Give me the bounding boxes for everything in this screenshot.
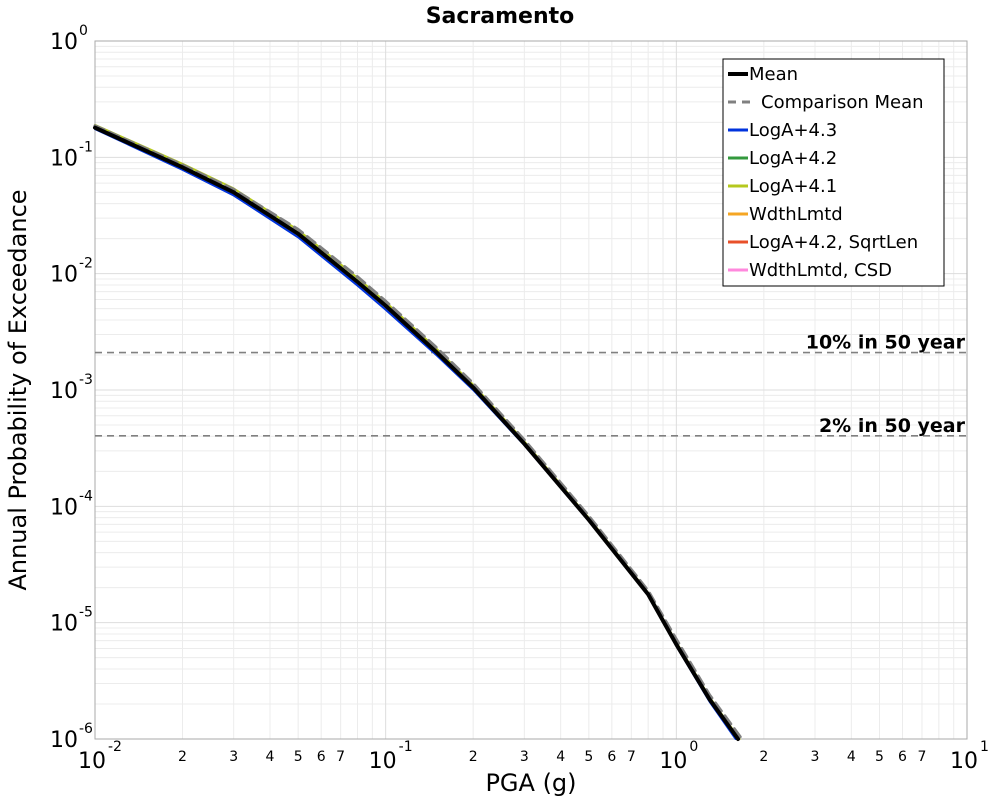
reference-lines: 10% in 50 year 2% in 50 year (95, 332, 967, 437)
x-minor-tick-label: 7 (627, 749, 636, 765)
legend-label: WdthLmtd, CSD (749, 260, 892, 281)
x-tick-exponent: -1 (399, 739, 413, 755)
x-minor-tick-label: 7 (918, 749, 927, 765)
legend-label: LogA+4.2 (749, 148, 837, 169)
x-minor-tick-label: 4 (847, 749, 856, 765)
x-minor-tick-label: 3 (520, 749, 529, 765)
x-minor-tick-label: 6 (607, 749, 616, 765)
plot-frame (94, 40, 968, 740)
x-minor-tick-label: 2 (759, 749, 768, 765)
series-line-comparison-mean (93, 124, 744, 741)
y-axis-label: Annual Probability of Exceedance (4, 189, 32, 590)
x-tick-exponent: 1 (980, 739, 989, 755)
reference-line-label: 10% in 50 year (806, 332, 966, 354)
y-tick-label: 10 (50, 728, 78, 753)
x-minor-tick-label: 5 (294, 749, 303, 765)
x-minor-tick-label: 6 (317, 749, 326, 765)
x-tick-label: 10 (950, 749, 978, 774)
x-minor-tick-label: 2 (469, 749, 478, 765)
legend-label: LogA+4.2, SqrtLen (749, 232, 918, 253)
y-tick-exponent: -2 (79, 256, 93, 272)
y-tick-exponent: -1 (79, 139, 93, 155)
series-lines (93, 123, 744, 741)
y-tick-exponent: 0 (79, 23, 88, 39)
x-axis-label: PGA (g) (485, 769, 576, 797)
x-minor-tick-label: 5 (584, 749, 593, 765)
y-tick-exponent: -3 (79, 372, 93, 388)
legend-box (722, 58, 945, 287)
y-tick-exponent: -6 (79, 721, 93, 737)
y-tick-label: 10 (50, 612, 78, 637)
legend-label: LogA+4.3 (749, 120, 837, 141)
y-tick-label: 10 (50, 495, 78, 520)
x-minor-tick-label: 6 (898, 749, 907, 765)
y-tick-exponent: -4 (79, 488, 93, 504)
x-tick-exponent: 0 (689, 739, 698, 755)
x-minor-tick-label: 7 (336, 749, 345, 765)
y-tick-label: 10 (50, 379, 78, 404)
x-minor-tick-label: 3 (229, 749, 238, 765)
y-tick-exponent: -5 (79, 605, 93, 621)
reference-line-label: 2% in 50 year (819, 415, 966, 437)
y-tick-label: 10 (50, 30, 78, 55)
chart-title: Sacramento (426, 4, 575, 29)
x-tick-label: 10 (659, 749, 687, 774)
x-minor-tick-label: 4 (266, 749, 275, 765)
x-tick-exponent: -2 (108, 739, 122, 755)
legend-label: WdthLmtd (749, 204, 843, 225)
legend: Mean Comparison Mean LogA+4.3 LogA+4.2 LogA+… (722, 58, 945, 287)
x-tick-label: 10 (78, 749, 106, 774)
x-minor-tick-label: 2 (178, 749, 187, 765)
x-minor-tick-label: 5 (875, 749, 884, 765)
y-tick-label: 10 (50, 263, 78, 288)
legend-label: Mean (749, 64, 798, 85)
x-minor-tick-label: 3 (811, 749, 820, 765)
x-tick-label: 10 (369, 749, 397, 774)
x-minor-tick-label: 4 (556, 749, 565, 765)
legend-label: Comparison Mean (761, 92, 924, 113)
legend-label: LogA+4.1 (749, 176, 837, 197)
series-line-mean (93, 125, 741, 741)
y-tick-label: 10 (50, 146, 78, 171)
